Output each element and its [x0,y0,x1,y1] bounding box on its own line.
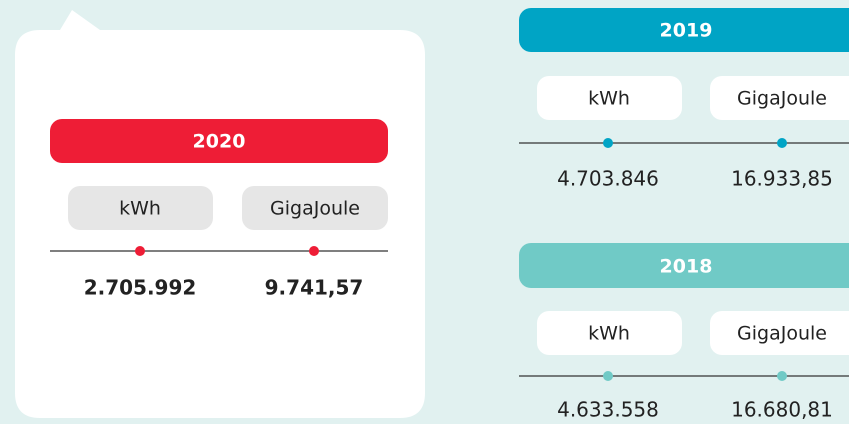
year-label: 2019 [660,20,713,42]
panel-2018: 2018 kWh GigaJoule 4.633.558 16.680,81 [519,243,849,422]
value: 4.633.558 [557,398,659,422]
unit-label: GigaJoule [737,88,827,110]
year-label: 2020 [193,131,246,153]
unit-label: kWh [588,323,630,345]
dot [777,371,787,381]
unit-label: kWh [119,198,161,220]
year-label: 2018 [660,256,713,278]
dot [135,246,145,256]
dot [777,138,787,148]
unit-pill [710,311,849,355]
dot [603,371,613,381]
value: 9.741,57 [265,276,364,300]
year-pill [50,119,388,163]
card [15,10,425,418]
unit-pill [68,186,213,230]
unit-label: kWh [588,88,630,110]
value: 16.933,85 [731,167,833,191]
unit-pill [537,311,682,355]
unit-pill [710,76,849,120]
unit-label: GigaJoule [270,198,360,220]
year-pill [519,8,849,52]
unit-pill [242,186,388,230]
dot [309,246,319,256]
panel-2020: 2020 kWh GigaJoule 2.705.992 9.741,57 [15,10,425,418]
value: 4.703.846 [557,167,659,191]
dot [603,138,613,148]
panel-2019: 2019 kWh GigaJoule 4.703.846 16.933,85 [519,8,849,191]
unit-pill [537,76,682,120]
value: 16.680,81 [731,398,833,422]
year-pill [519,243,849,288]
value: 2.705.992 [84,276,197,300]
unit-label: GigaJoule [737,323,827,345]
